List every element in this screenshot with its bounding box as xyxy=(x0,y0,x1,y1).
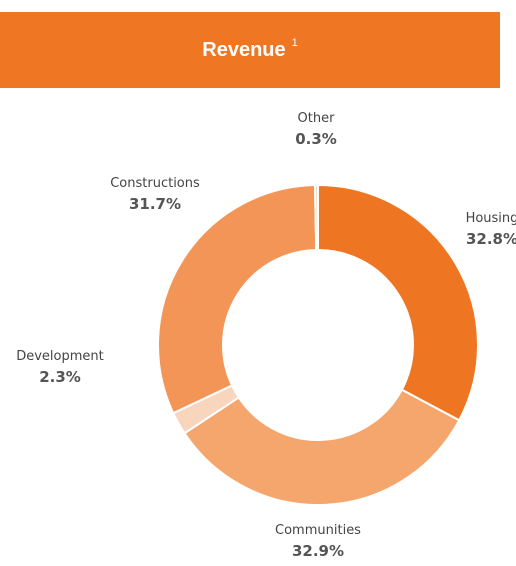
donut-segment xyxy=(183,388,461,506)
segment-value-label: 31.7% xyxy=(129,195,181,213)
header: Revenue 1 xyxy=(0,12,500,88)
donut-segment xyxy=(317,183,479,422)
segment-label: Constructions xyxy=(110,176,200,191)
segment-value-label: 0.3% xyxy=(295,130,337,148)
chart-title: Revenue xyxy=(202,38,286,61)
segment-value-label: 2.3% xyxy=(39,368,81,386)
segment-value-label: 32.8% xyxy=(466,230,516,248)
title-footnote: 1 xyxy=(291,37,298,49)
donut-segment xyxy=(313,183,319,252)
segment-value-label: 32.9% xyxy=(292,542,344,560)
segment-label: Housing xyxy=(466,211,516,226)
donut-segment xyxy=(157,184,318,415)
segment-label: Development xyxy=(16,349,104,364)
segment-label: Communities xyxy=(275,523,361,538)
segment-label: Other xyxy=(298,111,336,126)
